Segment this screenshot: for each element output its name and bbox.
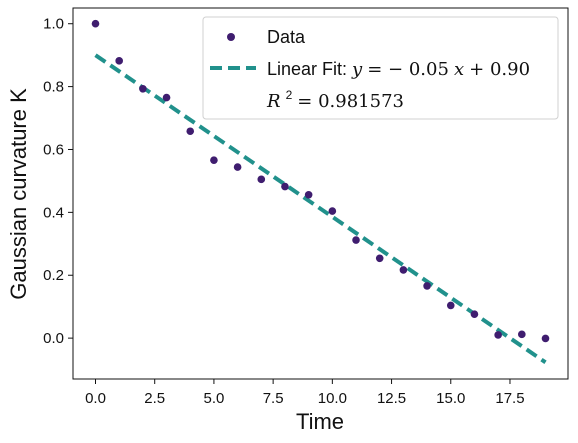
linear-fit-line — [94, 53, 547, 364]
legend: Data Linear Fit: y = − 0.05 x + 0.90 R 2… — [202, 16, 559, 120]
x-tick-label: 10.0 — [318, 390, 347, 407]
data-point — [399, 266, 408, 274]
x-tick-label: 17.5 — [495, 390, 524, 407]
y-axis-label: Gaussian curvature K — [6, 88, 31, 300]
data-point — [328, 207, 337, 215]
data-point — [281, 182, 289, 191]
legend-equation-minus: − — [388, 59, 409, 80]
legend-equation-plus: + — [469, 59, 490, 80]
y-tick-label: 0.6 — [43, 141, 64, 158]
y-tick-label: 1.0 — [43, 16, 64, 33]
x-tick-label: 12.5 — [377, 390, 406, 407]
data-point — [446, 301, 455, 310]
x-tick-label: 7.5 — [263, 390, 284, 407]
data-point — [541, 334, 550, 343]
legend-equation-y: y — [351, 59, 363, 80]
x-axis-label: Time — [296, 409, 344, 434]
legend-r-equals: = — [297, 91, 318, 112]
x-tick-label: 2.5 — [144, 390, 165, 407]
legend-linear-fit-prefix: Linear Fit: — [267, 59, 352, 79]
data-point — [352, 236, 360, 244]
data-point — [186, 127, 195, 136]
y-tick-label: 0.4 — [43, 204, 64, 221]
legend-equation-x: x — [454, 59, 464, 80]
data-point — [162, 93, 171, 102]
data-point — [304, 190, 313, 199]
x-tick-label: 15.0 — [436, 390, 465, 407]
legend-equation-equals: = — [367, 59, 388, 80]
legend-r-base: R — [266, 91, 281, 112]
legend-equation-slope: 0.05 — [409, 59, 449, 80]
legend-equation-intercept: 0.90 — [490, 59, 530, 80]
legend-label-data: Data — [267, 27, 306, 47]
data-point — [91, 19, 100, 28]
legend-box — [202, 16, 559, 120]
data-point — [115, 57, 123, 65]
x-tick-label: 5.0 — [203, 390, 224, 407]
series-layer — [91, 19, 550, 364]
data-point — [233, 163, 242, 171]
y-tick-label: 0.2 — [43, 267, 64, 284]
axis-ticks: 0.0 2.5 5.0 7.5 10.0 12.5 15.0 17.5 0.0 0.2 0.4 0.6… — [43, 16, 524, 407]
data-point — [139, 85, 147, 93]
y-tick-label: 0.8 — [43, 79, 64, 96]
x-tick-label: 0.0 — [85, 390, 106, 407]
legend-r-value: 0.981573 — [318, 91, 404, 112]
legend-marker-data — [227, 33, 235, 41]
data-point — [470, 310, 479, 319]
data-point — [423, 282, 431, 290]
data-point — [518, 330, 526, 339]
data-point — [375, 254, 384, 263]
data-point — [257, 175, 266, 184]
plot-area-frame — [72, 7, 569, 380]
legend-label-linear-fit: Linear Fit: y = − 0.05 x + 0.90 — [267, 59, 530, 80]
data-point — [494, 331, 502, 339]
legend-r-power: 2 — [286, 88, 293, 102]
y-tick-label: 0.0 — [43, 330, 64, 347]
legend-label-r-squared: R 2 = 0.981573 — [266, 83, 404, 112]
data-point — [210, 156, 218, 164]
